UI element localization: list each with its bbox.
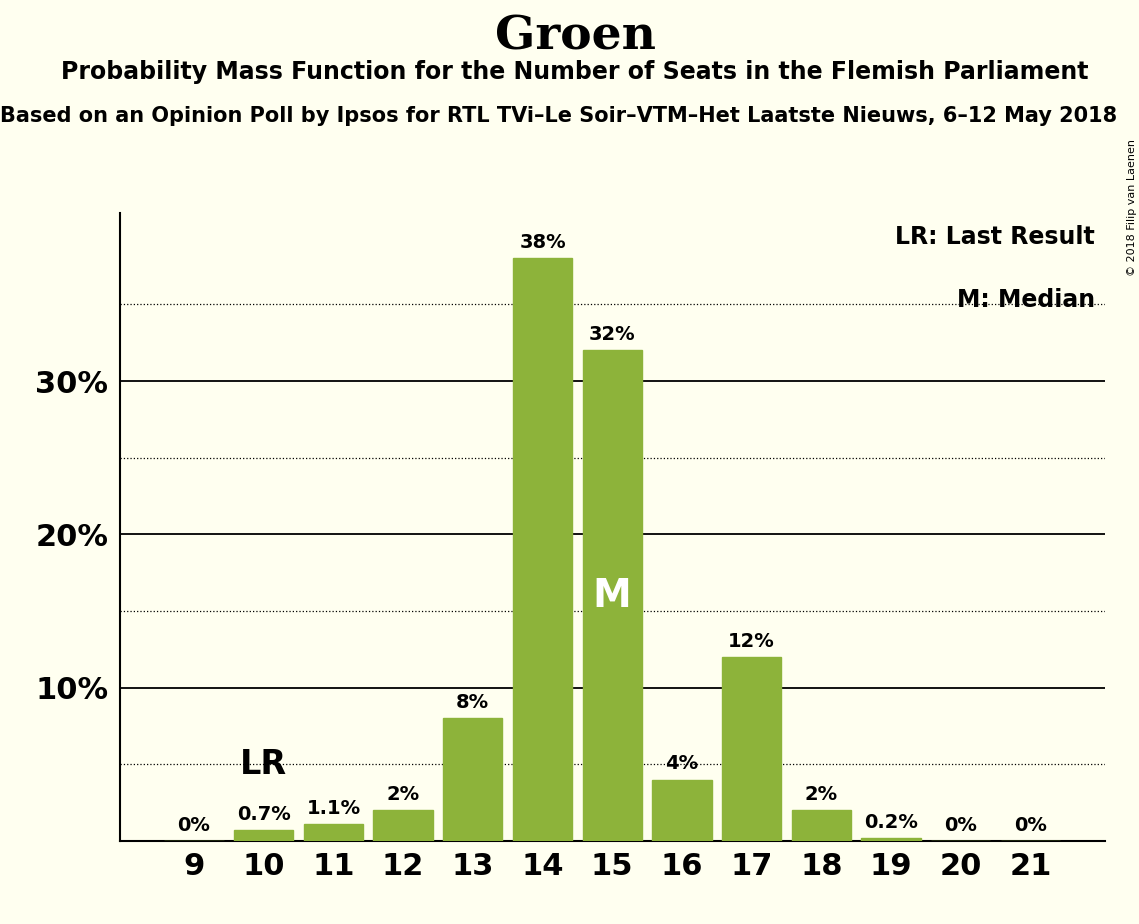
- Text: LR: Last Result: LR: Last Result: [895, 225, 1095, 249]
- Text: 0.2%: 0.2%: [865, 812, 918, 832]
- Bar: [374, 810, 433, 841]
- Text: 8%: 8%: [457, 693, 490, 712]
- Bar: [653, 780, 712, 841]
- Text: 2%: 2%: [805, 785, 838, 804]
- Text: Groen: Groen: [494, 14, 656, 60]
- Bar: [722, 657, 781, 841]
- Text: 0%: 0%: [944, 816, 977, 834]
- Text: 32%: 32%: [589, 325, 636, 345]
- Text: M: M: [592, 577, 632, 614]
- Text: 1.1%: 1.1%: [306, 799, 360, 818]
- Bar: [513, 259, 572, 841]
- Bar: [235, 830, 294, 841]
- Text: © 2018 Filip van Laenen: © 2018 Filip van Laenen: [1126, 139, 1137, 275]
- Text: 0.7%: 0.7%: [237, 805, 290, 824]
- Text: Probability Mass Function for the Number of Seats in the Flemish Parliament: Probability Mass Function for the Number…: [62, 60, 1089, 84]
- Text: LR: LR: [240, 748, 287, 781]
- Text: M: Median: M: Median: [957, 288, 1095, 312]
- Text: 0%: 0%: [1014, 816, 1047, 834]
- Text: 4%: 4%: [665, 754, 698, 773]
- Text: Based on an Opinion Poll by Ipsos for RTL TVi–Le Soir–VTM–Het Laatste Nieuws, 6–: Based on an Opinion Poll by Ipsos for RT…: [0, 106, 1117, 127]
- Bar: [304, 824, 363, 841]
- Bar: [582, 350, 642, 841]
- Text: 0%: 0%: [178, 816, 211, 834]
- Text: 2%: 2%: [386, 785, 419, 804]
- Text: 12%: 12%: [728, 632, 775, 650]
- Bar: [861, 838, 920, 841]
- Text: 38%: 38%: [519, 234, 566, 252]
- Bar: [443, 718, 502, 841]
- Bar: [792, 810, 851, 841]
